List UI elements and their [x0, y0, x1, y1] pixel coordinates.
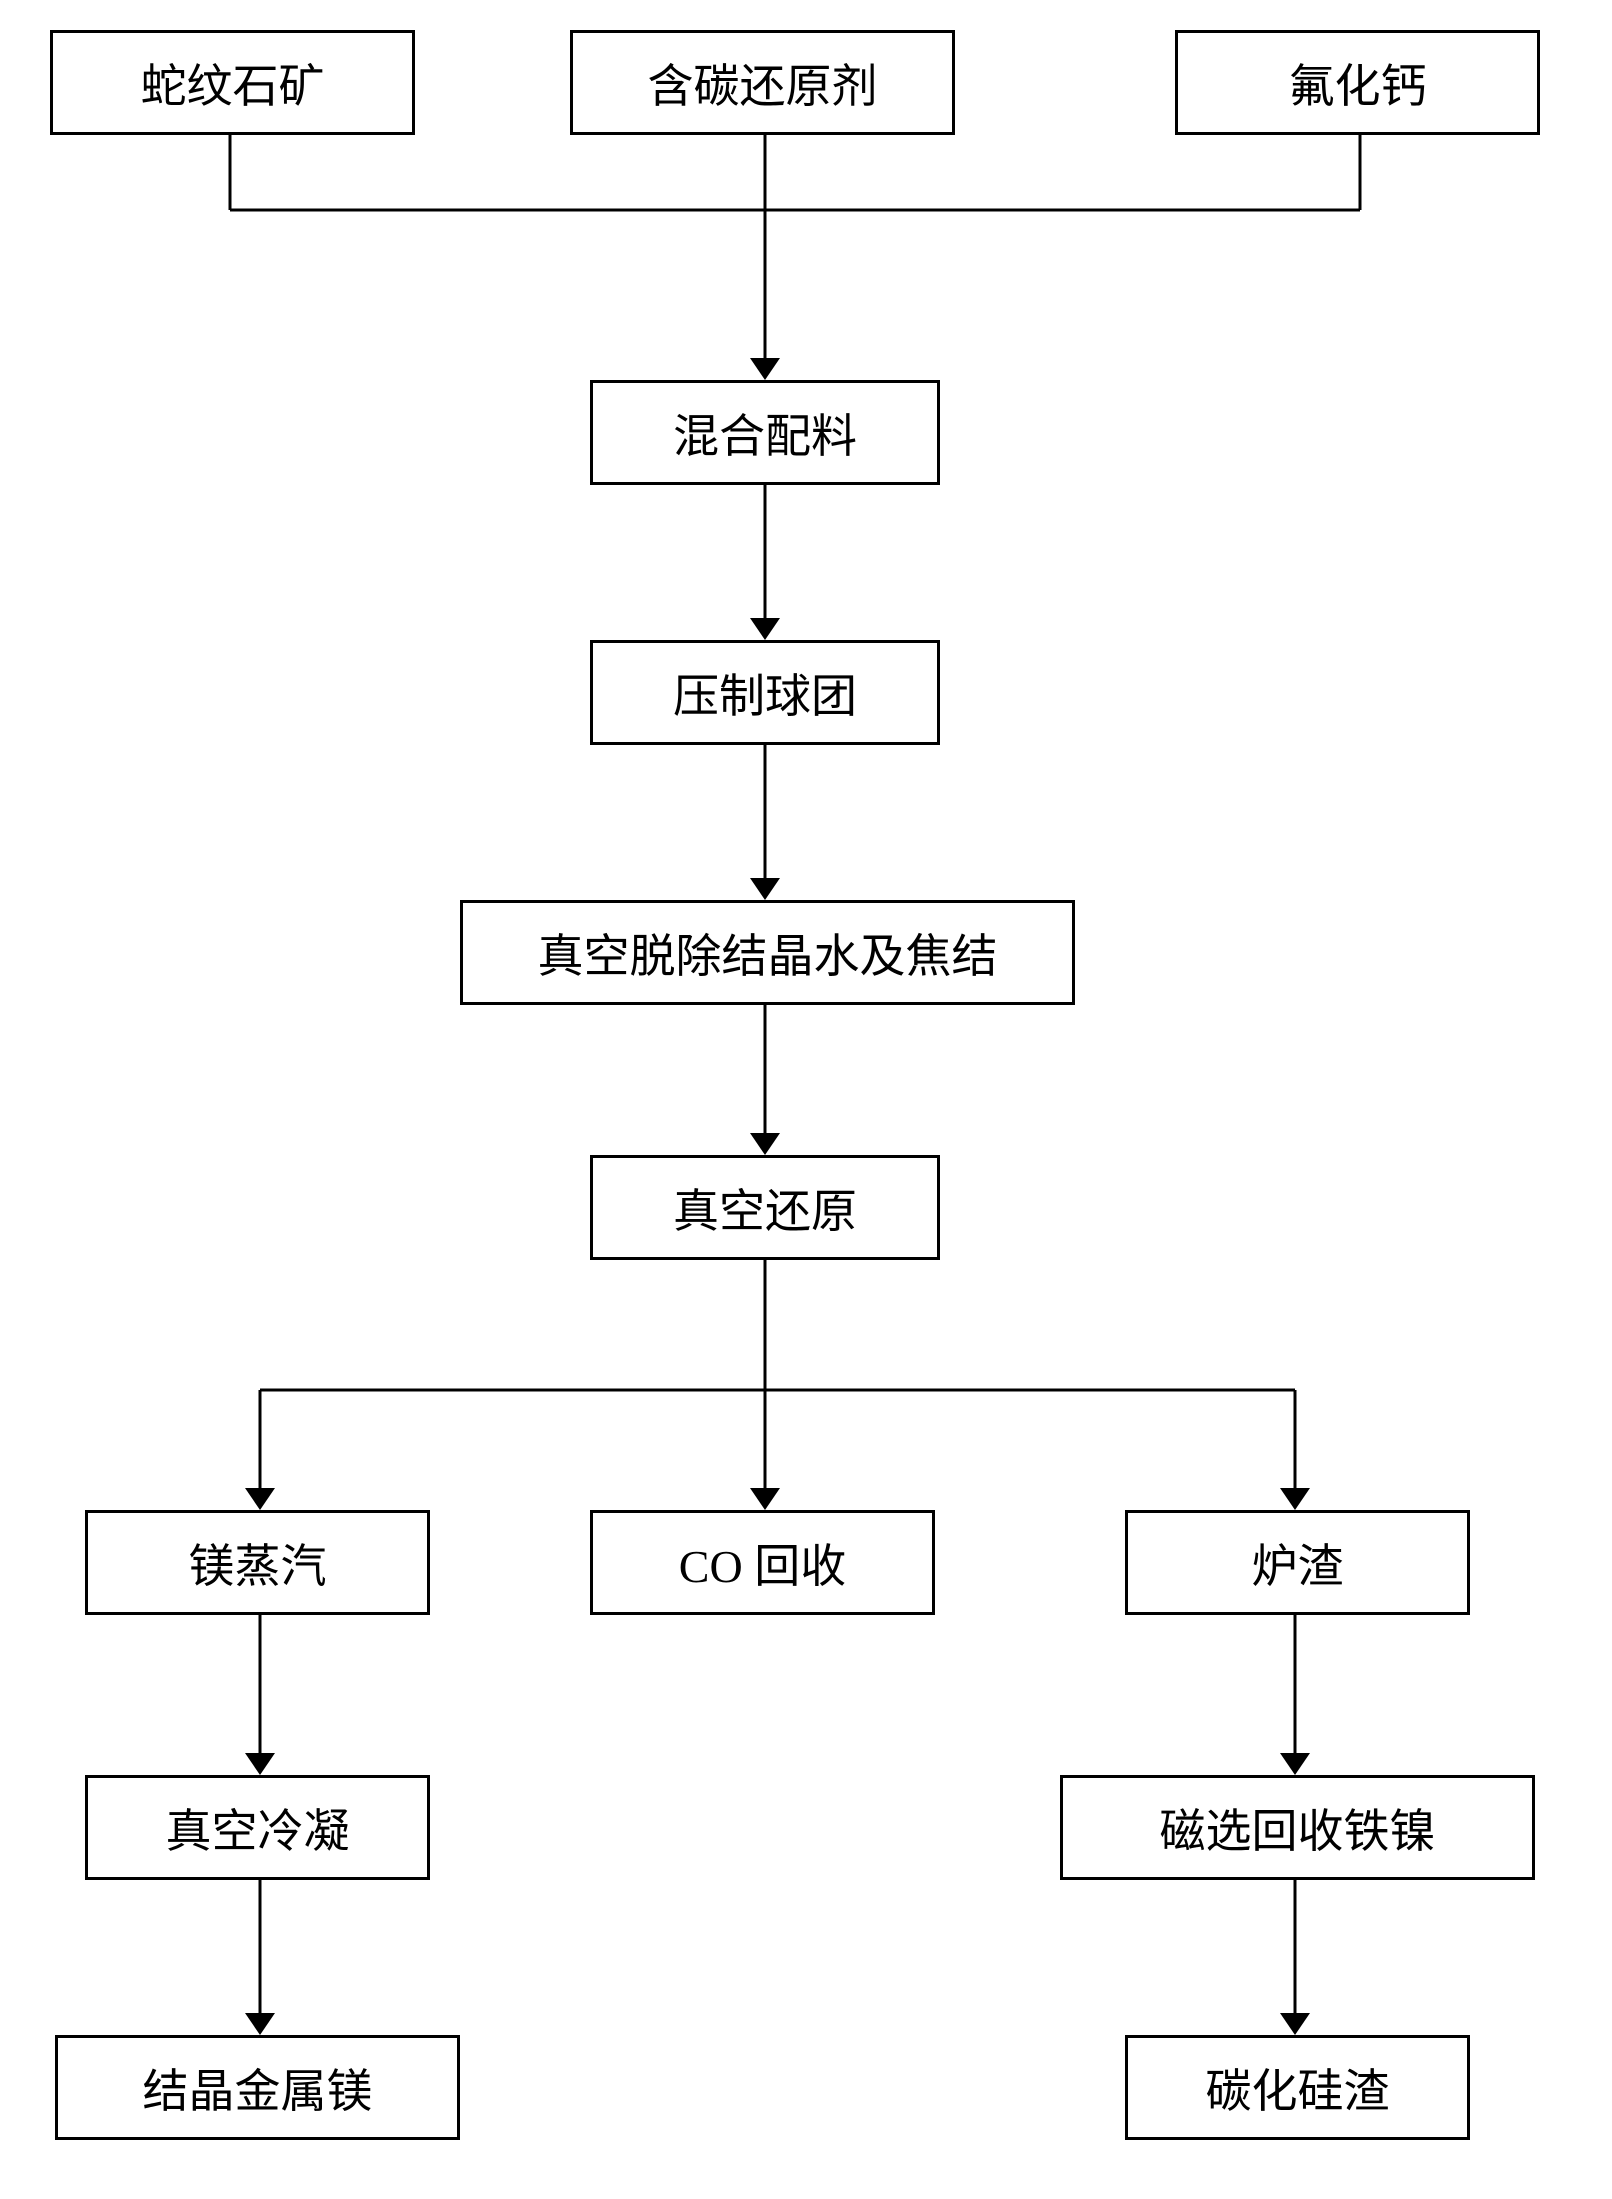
node-sic-slag: 碳化硅渣	[1125, 2035, 1470, 2140]
node-label: 镁蒸汽	[189, 1530, 327, 1596]
node-slag: 炉渣	[1125, 1510, 1470, 1615]
node-label: 真空脱除结晶水及焦结	[538, 920, 998, 986]
node-vacuum-dry: 真空脱除结晶水及焦结	[460, 900, 1075, 1005]
node-co-recover: CO 回收	[590, 1510, 935, 1615]
node-vacuum-reduce: 真空还原	[590, 1155, 940, 1260]
node-label: 混合配料	[673, 400, 857, 466]
node-label: 含碳还原剂	[648, 50, 878, 116]
node-label: 真空冷凝	[166, 1795, 350, 1861]
node-label: 磁选回收铁镍	[1160, 1795, 1436, 1861]
node-mg-vapor: 镁蒸汽	[85, 1510, 430, 1615]
node-label: CO 回收	[679, 1530, 846, 1596]
node-crystal-mg: 结晶金属镁	[55, 2035, 460, 2140]
node-press: 压制球团	[590, 640, 940, 745]
node-label: 碳化硅渣	[1206, 2055, 1390, 2121]
node-vacuum-condense: 真空冷凝	[85, 1775, 430, 1880]
node-input-carbon-reductant: 含碳还原剂	[570, 30, 955, 135]
node-label: 压制球团	[673, 660, 857, 726]
node-label: 蛇纹石矿	[141, 50, 325, 116]
node-input-serpentine: 蛇纹石矿	[50, 30, 415, 135]
node-label: 真空还原	[673, 1175, 857, 1241]
node-label: 炉渣	[1252, 1530, 1344, 1596]
node-label: 氟化钙	[1289, 50, 1427, 116]
node-label: 结晶金属镁	[143, 2055, 373, 2121]
node-input-calcium-fluoride: 氟化钙	[1175, 30, 1540, 135]
node-magnetic: 磁选回收铁镍	[1060, 1775, 1535, 1880]
node-mix: 混合配料	[590, 380, 940, 485]
